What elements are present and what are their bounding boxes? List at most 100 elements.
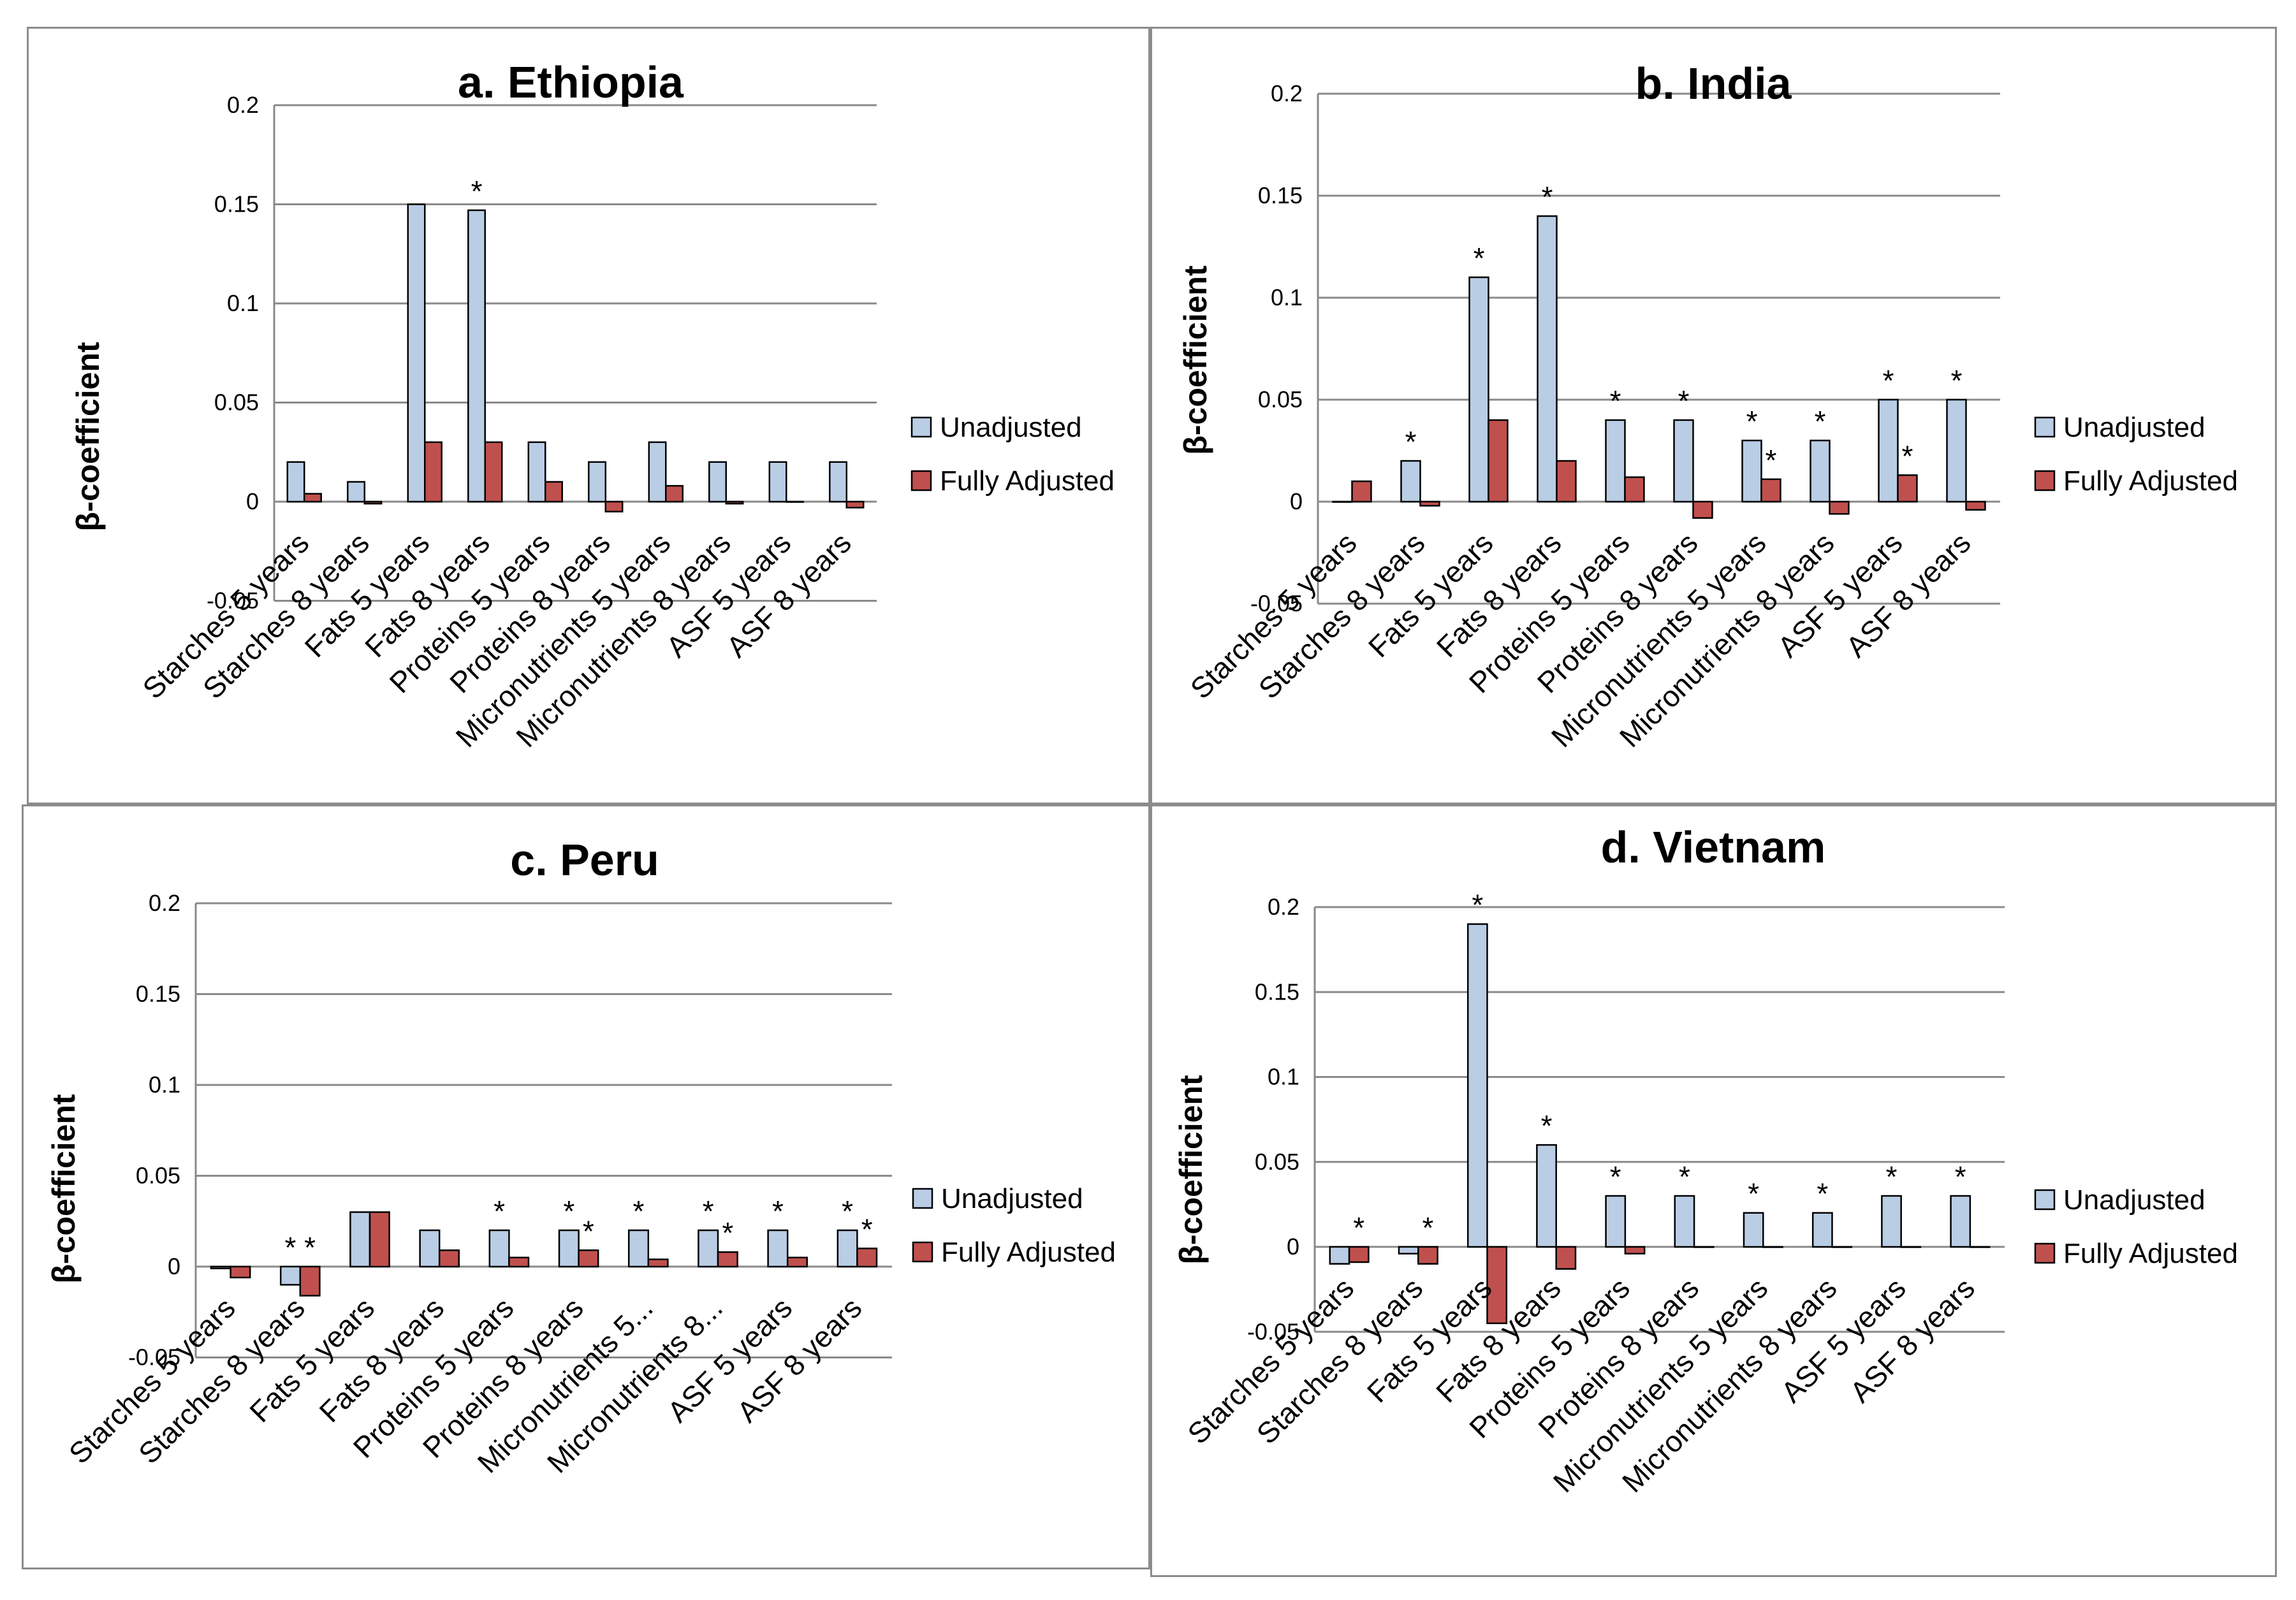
c2-y-tick-label: 0.15 <box>136 981 180 1007</box>
c2-bar-adjusted <box>578 1249 599 1268</box>
c0-chart-title: a. Ethiopia <box>458 57 684 107</box>
c1-significance-star: * <box>1815 405 1826 438</box>
panel-peru: 0.2 0.15 0.1 0.05 0 -0.05 c. Peru β-coefficient… <box>22 804 1150 1569</box>
c3-bar-adjusted <box>1417 1246 1438 1265</box>
c1-legend-swatch-unadjusted <box>2034 416 2056 438</box>
c0-y-tick-label: 0.1 <box>227 290 259 316</box>
c0-bar-unadjusted <box>648 441 667 503</box>
c2-significance-star: * <box>563 1195 574 1228</box>
c1-y-tick-label: 0 <box>1290 488 1303 514</box>
c0-y-tick-label: 0.15 <box>214 191 259 217</box>
c1-significance-star: * <box>1746 405 1758 438</box>
c0-bar-adjusted <box>725 500 744 505</box>
c1-significance-star: * <box>1902 439 1913 472</box>
c1-y-tick-label: 0.15 <box>1258 182 1303 208</box>
chart-vietnam: 0.2 0.15 0.1 0.05 0 -0.05 d. Vietnam β-coeffici… <box>1173 822 2238 1499</box>
c3-y-tick-label: 0.05 <box>1255 1149 1299 1175</box>
c2-bar-adjusted <box>856 1247 878 1268</box>
c3-significance-star: * <box>1422 1211 1433 1244</box>
panel-ethiopia: 0.2 0.15 0.1 0.05 0 -0.05 a. Ethiopia β-coeffic… <box>27 27 1150 804</box>
c2-bar-unadjusted <box>488 1229 510 1268</box>
c0-bar-unadjusted <box>467 209 486 503</box>
c2-significance-star: * <box>861 1213 873 1246</box>
c1-bar-adjusted <box>1556 460 1577 503</box>
c2-bar-unadjusted <box>349 1211 371 1268</box>
c2-significance-star: * <box>494 1195 505 1228</box>
c1-y-tick-label: 0.05 <box>1258 386 1303 412</box>
c1-bar-adjusted <box>1897 474 1918 503</box>
c1-bar-adjusted <box>1760 478 1781 503</box>
c0-legend-unadjusted: Unadjusted <box>940 412 1082 443</box>
c0-bar-adjusted <box>545 481 563 503</box>
c2-bar-adjusted <box>438 1249 460 1268</box>
c0-legend-swatch-adjusted <box>910 470 932 491</box>
c1-bar-unadjusted <box>1810 439 1831 503</box>
c2-bar-unadjusted <box>627 1229 650 1268</box>
c1-bar-adjusted <box>1419 500 1440 507</box>
c1-bar-unadjusted <box>1741 439 1762 503</box>
c2-y-tick-label: 0 <box>168 1253 180 1279</box>
c2-bar-unadjusted <box>419 1229 441 1268</box>
c2-y-axis-label: β-coefficient <box>46 1094 82 1284</box>
c1-bar-unadjusted <box>1537 215 1558 503</box>
c2-significance-star: * <box>304 1231 316 1264</box>
c3-significance-star: * <box>1610 1160 1621 1193</box>
c2-chart-title: c. Peru <box>510 835 659 885</box>
c3-bar-adjusted <box>1624 1246 1646 1255</box>
c3-significance-star: * <box>1541 1109 1553 1142</box>
c2-bar-adjusted <box>786 1256 808 1268</box>
c0-bar-adjusted <box>424 441 442 503</box>
c2-bar-unadjusted <box>210 1265 231 1270</box>
c3-significance-star: * <box>1472 889 1483 922</box>
c1-bar-unadjusted <box>1878 398 1899 503</box>
c0-bar-unadjusted <box>588 461 606 503</box>
c1-bar-unadjusted <box>1400 460 1421 503</box>
c3-bar-unadjusted <box>1329 1246 1350 1265</box>
c0-bar-unadjusted <box>286 461 305 503</box>
c3-bar-unadjusted <box>1466 923 1488 1248</box>
c2-bar-unadjusted <box>767 1229 789 1268</box>
c0-y-tick-label: 0 <box>246 488 259 514</box>
c3-significance-star: * <box>1955 1160 1966 1193</box>
c3-bar-adjusted <box>1486 1246 1508 1325</box>
chart-india: 0.2 0.15 0.1 0.05 0 -0.05 b. India β-coefficien… <box>1178 59 2238 753</box>
c3-bar-unadjusted <box>1743 1212 1764 1248</box>
c0-legend-swatch-unadjusted <box>910 416 932 438</box>
panel-vietnam: 0.2 0.15 0.1 0.05 0 -0.05 d. Vietnam β-coeffici… <box>1150 804 2277 1577</box>
c1-bar-adjusted <box>1965 500 1986 511</box>
c3-y-tick-label: 0.1 <box>1268 1064 1299 1090</box>
c1-legend-swatch-adjusted <box>2034 470 2056 491</box>
c2-significance-star: * <box>285 1231 296 1264</box>
c2-bar-unadjusted <box>558 1229 580 1268</box>
c2-y-tick-label: -0.05 <box>128 1344 180 1371</box>
c1-y-tick-label: 0.2 <box>1271 80 1303 106</box>
c2-legend-adjusted: Fully Adjusted <box>941 1237 1116 1268</box>
c3-significance-star: * <box>1817 1177 1828 1211</box>
c2-bar-unadjusted <box>698 1229 719 1268</box>
c0-y-tick-label: -0.05 <box>207 588 259 614</box>
c3-significance-star: * <box>1353 1211 1364 1244</box>
c1-significance-star: * <box>1766 444 1777 477</box>
c3-bar-unadjusted <box>1950 1195 1971 1248</box>
c1-significance-star: * <box>1678 384 1690 418</box>
c3-y-tick-label: 0.2 <box>1268 894 1299 920</box>
c0-bar-adjusted <box>845 500 865 509</box>
c2-bar-adjusted <box>508 1256 530 1268</box>
c1-significance-star: * <box>1405 425 1417 458</box>
c3-significance-star: * <box>1679 1160 1690 1193</box>
c2-legend-swatch-adjusted <box>912 1241 933 1263</box>
c3-significance-star: * <box>1748 1177 1759 1211</box>
c0-bar-unadjusted <box>768 461 787 503</box>
c1-y-axis-label: β-coefficient <box>1178 265 1213 455</box>
c3-bar-adjusted <box>1348 1246 1370 1263</box>
c2-bar-unadjusted <box>279 1265 302 1286</box>
c1-bar-unadjusted <box>1468 276 1489 503</box>
c3-legend-swatch-unadjusted <box>2034 1189 2056 1211</box>
c0-y-axis-label: β-coefficient <box>70 342 106 532</box>
c2-significance-star: * <box>772 1195 784 1228</box>
c0-bar-adjusted <box>665 484 684 503</box>
c1-y-tick-label: 0.1 <box>1271 284 1303 310</box>
c2-y-tick-label: 0.2 <box>149 890 180 916</box>
c1-y-tick-label: -0.05 <box>1250 590 1303 616</box>
c0-significance-star: * <box>471 175 483 208</box>
